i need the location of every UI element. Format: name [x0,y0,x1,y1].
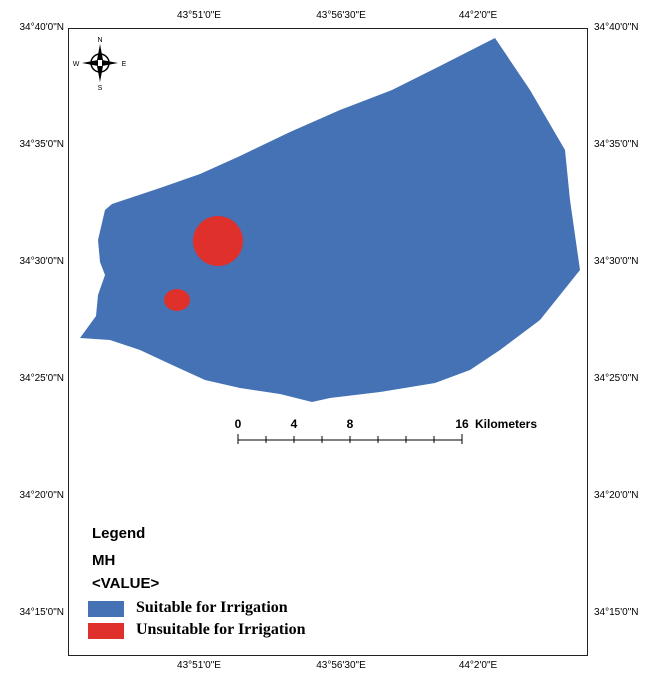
lon-label-bottom-1: 43°51'0"E [177,660,221,671]
lat-label-right-3: 34°30'0"N [594,256,639,267]
map-frame [68,28,588,656]
lat-label-left-2: 34°35'0"N [19,139,65,150]
west-label: W [73,61,80,68]
scale-label-0: 0 [234,417,242,431]
scale-bar [237,434,463,444]
south-label: S [98,85,103,92]
lon-label-top-2: 43°56'30"E [316,10,366,21]
scale-label-16: 16 [455,417,469,431]
lat-label-left-6: 34°15'0"N [19,607,65,618]
legend-field-name: <VALUE> [92,575,160,592]
legend-title: Legend [92,525,146,542]
lat-label-right-1: 34°40'0"N [594,22,639,33]
scale-unit-label: Kilometers [475,417,538,431]
legend-swatch-suitable [88,601,124,617]
legend-label-unsuitable: Unsuitable for Irrigation [136,621,306,638]
lon-label-top-1: 43°51'0"E [177,10,221,21]
lat-label-right-5: 34°20'0"N [594,490,639,501]
lon-label-bottom-2: 43°56'30"E [316,660,366,671]
north-label: N [97,37,102,44]
suitable-region [80,38,580,402]
lon-label-bottom-3: 44°2'0"E [458,660,498,671]
legend-layer-name: MH [92,552,116,569]
scale-label-4: 4 [290,417,298,431]
lat-label-left-1: 34°40'0"N [19,22,65,33]
lat-label-right-2: 34°35'0"N [594,139,639,150]
lat-label-left-5: 34°20'0"N [19,490,65,501]
lon-label-top-3: 44°2'0"E [458,10,498,21]
unsuitable-zone-large [193,216,243,266]
legend-swatch-unsuitable [88,623,124,639]
legend-label-suitable: Suitable for Irrigation [136,599,288,616]
scale-label-8: 8 [346,417,354,431]
lat-label-right-4: 34°25'0"N [594,373,639,384]
lat-label-left-3: 34°30'0"N [19,256,65,267]
lat-label-right-6: 34°15'0"N [594,607,639,618]
unsuitable-zone-small [164,289,190,311]
north-arrow-icon: N S E W [73,37,127,92]
east-label: E [122,61,127,68]
lat-label-left-4: 34°25'0"N [19,373,65,384]
